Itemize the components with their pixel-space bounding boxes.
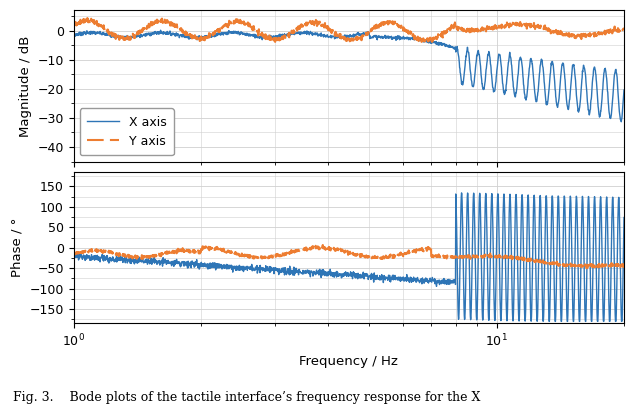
Y axis [323, 246, 331, 250]
Line: X axis: X axis [74, 30, 624, 122]
Y-axis label: Magnitude / dB: Magnitude / dB [19, 35, 32, 137]
X axis [338, 36, 346, 41]
X axis [157, 28, 164, 33]
X axis [504, 315, 511, 320]
Line: X axis: X axis [74, 193, 624, 321]
X axis [620, 215, 628, 220]
Y axis [504, 255, 511, 260]
Y axis [604, 28, 612, 33]
Y axis [84, 16, 92, 21]
Y axis [70, 253, 77, 258]
Y axis [338, 35, 346, 40]
X axis [98, 255, 106, 260]
X axis [605, 284, 612, 289]
Y axis [319, 243, 326, 248]
Y axis [98, 249, 106, 254]
Y-axis label: Phase / °: Phase / ° [11, 218, 24, 277]
X axis [337, 274, 345, 279]
Y axis [620, 263, 628, 268]
Y axis [620, 26, 628, 31]
Line: Y axis: Y axis [74, 18, 624, 42]
Y axis [323, 24, 331, 29]
Y axis [422, 40, 429, 45]
Line: Y axis: Y axis [74, 245, 624, 268]
X axis [604, 267, 612, 272]
X axis [604, 101, 612, 105]
X axis [70, 31, 77, 36]
X-axis label: Frequency / Hz: Frequency / Hz [300, 355, 398, 368]
Y axis [70, 23, 77, 28]
X axis [323, 272, 330, 276]
X axis [98, 31, 106, 36]
X axis [604, 96, 612, 101]
Legend: X axis, Y axis: X axis, Y axis [80, 108, 174, 155]
X axis [323, 33, 331, 38]
Y axis [98, 24, 106, 29]
Y axis [338, 248, 346, 253]
Y axis [605, 29, 612, 34]
Y axis [604, 262, 612, 267]
X axis [70, 253, 77, 258]
X axis [458, 190, 465, 195]
Y axis [605, 263, 612, 268]
Text: Fig. 3.    Bode plots of the tactile interface’s frequency response for the X: Fig. 3. Bode plots of the tactile interf… [13, 391, 480, 405]
X axis [545, 319, 553, 324]
Y axis [582, 266, 590, 271]
X axis [504, 73, 511, 78]
X axis [620, 88, 628, 93]
Y axis [504, 20, 511, 25]
X axis [618, 119, 625, 124]
